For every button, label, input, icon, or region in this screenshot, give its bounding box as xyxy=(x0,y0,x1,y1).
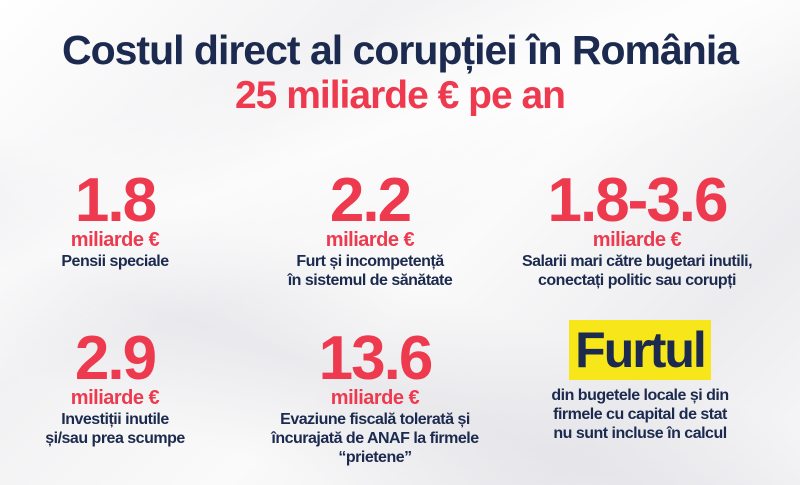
stat-pensions: 1.8 miliarde € Pensii speciale xyxy=(0,166,230,271)
stat-health: 2.2 miliarde € Furt și incompetență în s… xyxy=(245,166,495,290)
stat-salaries: 1.8-3.6 miliarde € Salarii mari către bu… xyxy=(492,166,782,290)
stat-unit: miliarde € xyxy=(70,387,160,409)
stat-unit: miliarde € xyxy=(330,387,420,409)
stat-description-line: Salarii mari către bugetari inutili, xyxy=(521,253,753,270)
stat-unit: miliarde € xyxy=(592,229,682,251)
stat-value: 2.9 xyxy=(74,324,157,393)
note-description: din bugetele locale și din firmele cu ca… xyxy=(510,386,770,443)
highlight-box: Furtul xyxy=(569,320,711,380)
note-line: nu sunt incluse în calcul xyxy=(553,425,727,442)
stat-description-line: încurajată de ANAF la firmele xyxy=(271,430,479,447)
stat-tax-evasion: 13.6 miliarde € Evaziune fiscală tolerat… xyxy=(245,324,505,467)
stat-description-line: conectați politic sau corupți xyxy=(538,272,736,289)
stat-description: Evaziune fiscală tolerată și încurajată … xyxy=(245,410,505,467)
note-line: firmele cu capital de stat xyxy=(553,406,727,423)
stat-description: Pensii speciale xyxy=(61,253,169,270)
stat-unit: miliarde € xyxy=(325,229,415,251)
stat-description-line: în sistemul de sănătate xyxy=(287,272,453,289)
stat-description-line: Furt și incompetență xyxy=(296,253,444,270)
stat-description: Salarii mari către bugetari inutili, con… xyxy=(492,252,782,290)
stat-value: 2.2 xyxy=(329,166,412,235)
stat-description: Furt și incompetență în sistemul de sănă… xyxy=(245,252,495,290)
stat-description-line: “prietene” xyxy=(338,449,412,466)
stat-description-line: și/sau prea scumpe xyxy=(45,430,185,447)
page-title: Costul direct al corupției în România xyxy=(61,27,739,73)
header: Costul direct al corupției în România 25… xyxy=(0,28,800,118)
page-subtitle: 25 miliarde € pe an xyxy=(234,74,566,117)
stat-value: 1.8-3.6 xyxy=(547,166,728,235)
stat-value: 1.8 xyxy=(74,166,157,235)
stat-description: Investiții inutile și/sau prea scumpe xyxy=(0,410,230,448)
stat-value: 13.6 xyxy=(318,324,434,393)
note-line: din bugetele locale și din xyxy=(551,387,729,404)
stat-description-line: Evaziune fiscală tolerată și xyxy=(280,411,470,428)
stat-investments: 2.9 miliarde € Investiții inutile și/sau… xyxy=(0,324,230,448)
stat-unit: miliarde € xyxy=(70,229,160,251)
stat-description-line: Investiții inutile xyxy=(61,411,169,428)
note-theft: Furtul din bugetele locale și din firmel… xyxy=(510,320,770,443)
highlight-text: Furtul xyxy=(575,322,707,378)
